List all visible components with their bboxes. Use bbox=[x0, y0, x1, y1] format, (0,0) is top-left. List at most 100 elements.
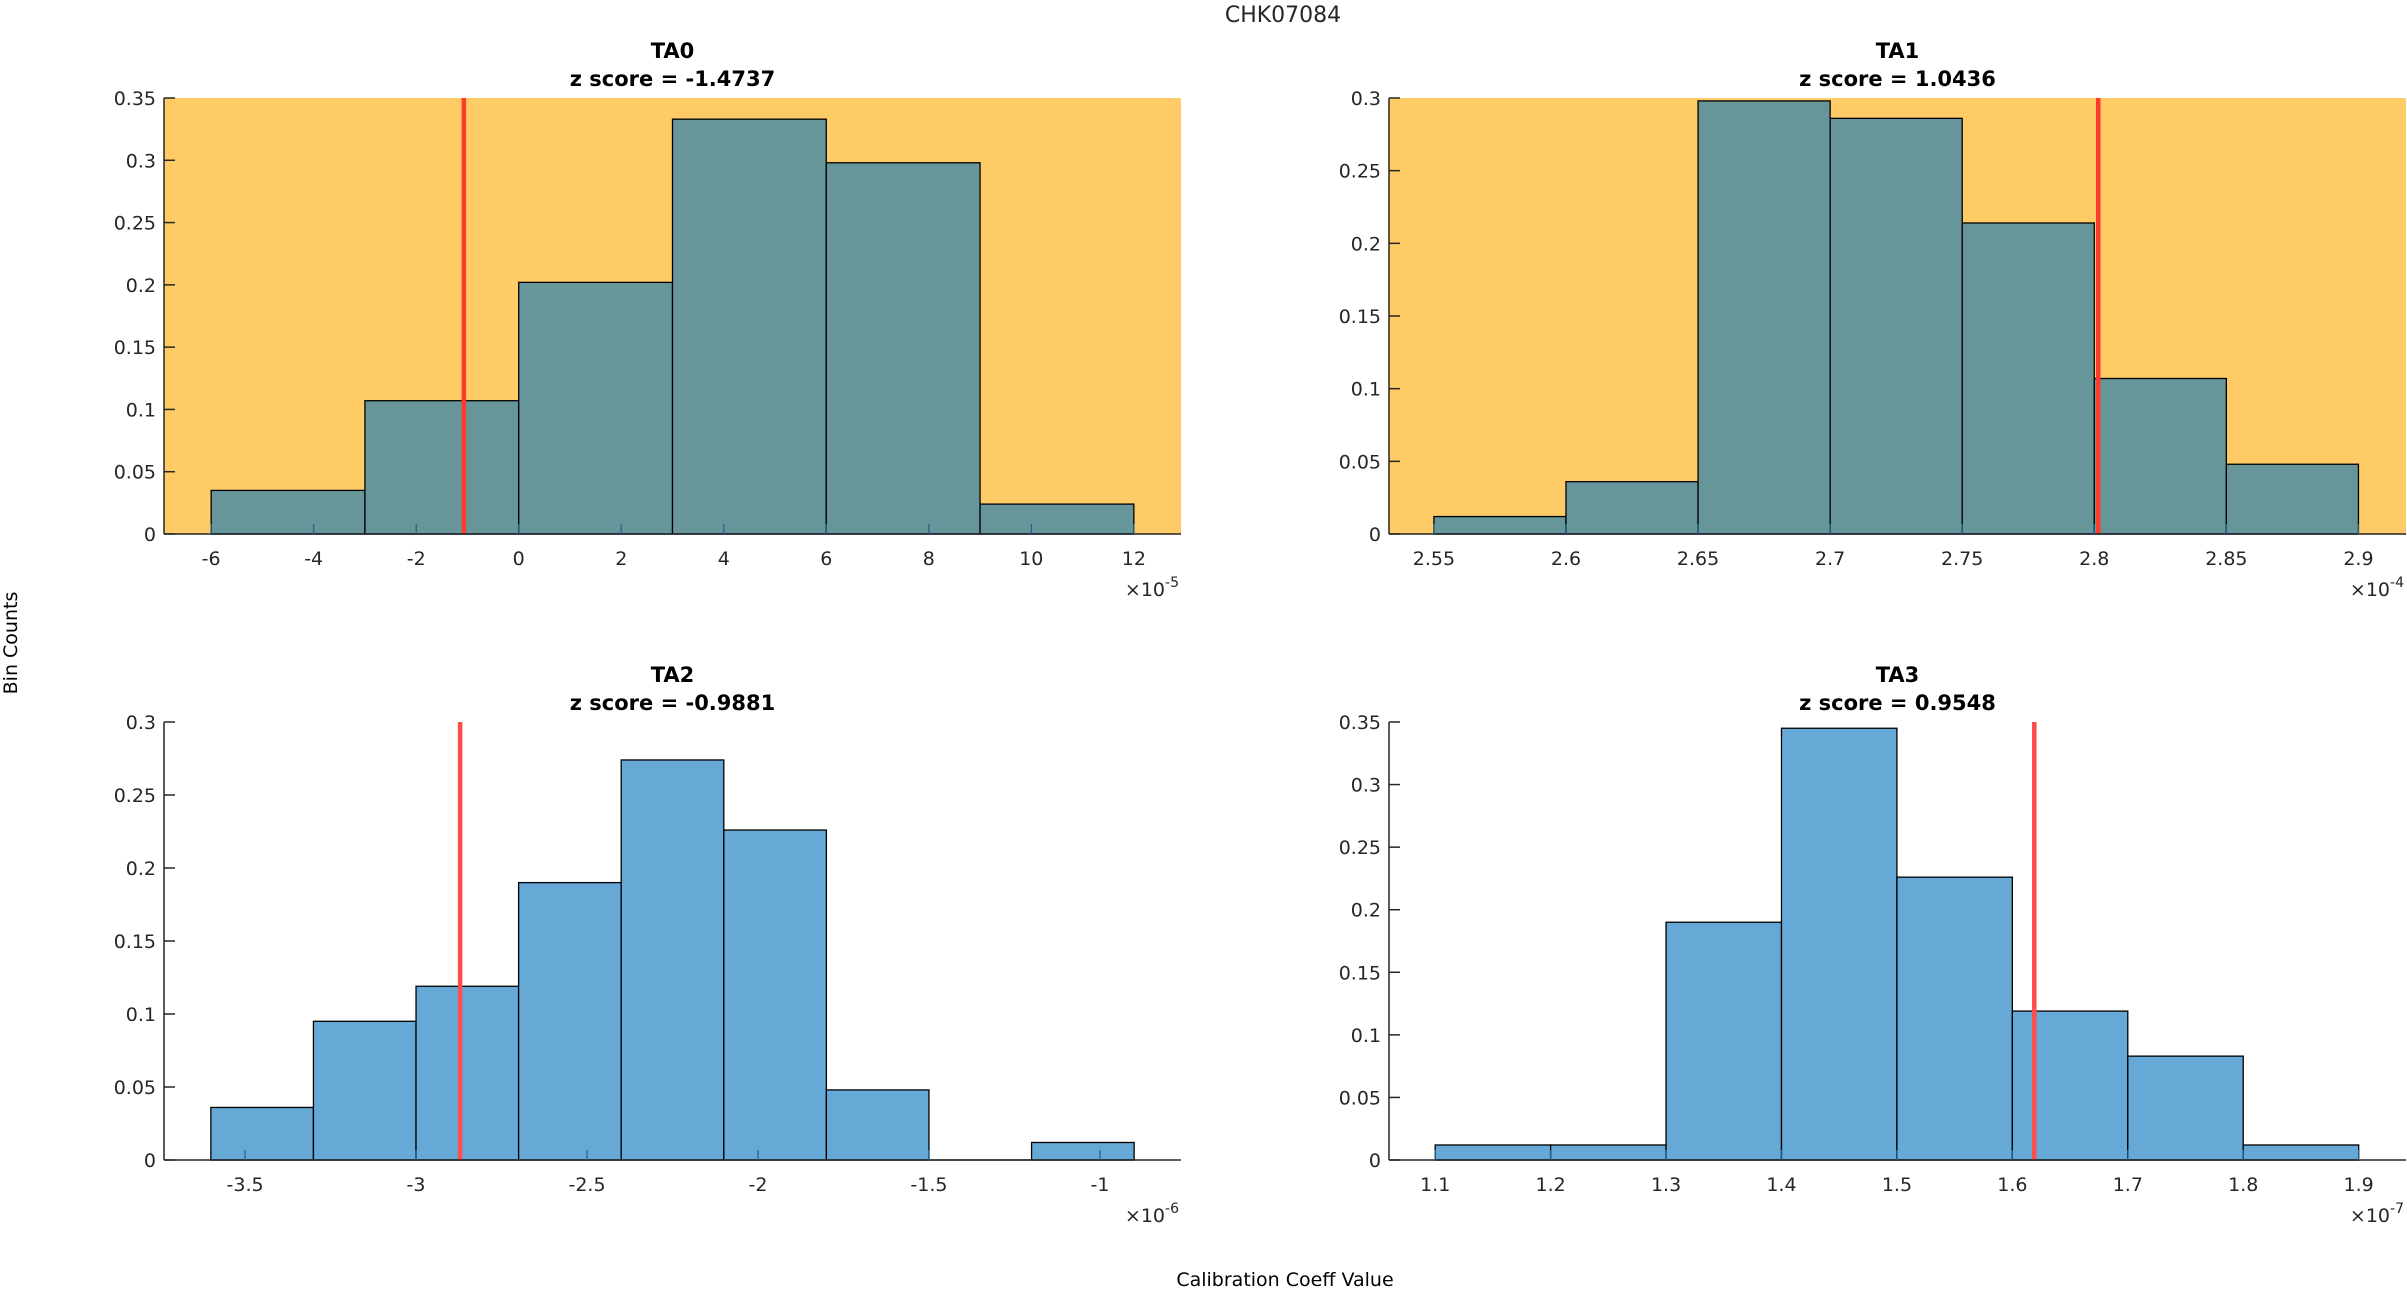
x-tick-label: 0 bbox=[513, 548, 525, 570]
x-tick-label: 1.7 bbox=[2113, 1174, 2143, 1196]
subplot-zscore: z score = 1.0436 bbox=[1799, 67, 1996, 91]
subplot-ta1: 0 0.05 0.1 0.15 0.2 0.25 0.3 2.55 2.6 2.65 2.7 2.75… bbox=[1339, 39, 2406, 601]
subplot-zscore: z score = -1.4737 bbox=[570, 67, 775, 91]
subplot-zscore: z score = 0.9548 bbox=[1799, 691, 1996, 715]
x-tick-label: -2 bbox=[749, 1174, 768, 1196]
histogram-bar bbox=[2242, 1144, 2360, 1161]
histogram-bar bbox=[1433, 515, 1567, 535]
x-tick-label: 2.9 bbox=[2343, 548, 2373, 570]
histogram-bar bbox=[2093, 377, 2228, 535]
x-tick-label: 2.6 bbox=[1551, 548, 1581, 570]
subplot-ta3: 0 0.05 0.1 0.15 0.2 0.25 0.3 0.35 1.1 1.2 1.3 1.4 1.… bbox=[1339, 663, 2406, 1227]
y-tick-label: 0.15 bbox=[114, 337, 156, 359]
x-tick-label: 1.9 bbox=[2344, 1174, 2374, 1196]
histogram-bar bbox=[210, 489, 366, 535]
x-tick-label: -1.5 bbox=[910, 1174, 947, 1196]
histogram-bar bbox=[1549, 1144, 1667, 1161]
histogram-bar bbox=[1030, 1141, 1135, 1161]
y-tick-label: 0.05 bbox=[1339, 451, 1381, 473]
y-axis-label: Bin Counts bbox=[0, 592, 22, 695]
histogram-bar bbox=[517, 881, 622, 1161]
x-axis-label: Calibration Coeff Value bbox=[1176, 1269, 1393, 1290]
x-tick-label: 8 bbox=[923, 548, 935, 570]
histogram-bar bbox=[2127, 1055, 2244, 1161]
y-tick-label: 0 bbox=[144, 524, 156, 546]
x-tick-label: 2.65 bbox=[1677, 548, 1719, 570]
histogram-bar bbox=[979, 503, 1135, 535]
histogram-bar bbox=[1829, 117, 1963, 535]
y-tick-label: 0.05 bbox=[1339, 1087, 1381, 1109]
x-tick-label: 1.2 bbox=[1536, 1174, 1566, 1196]
subplot-title: TA1 bbox=[1876, 39, 1920, 63]
x-tick-label: 12 bbox=[1122, 548, 1146, 570]
x-tick-label: 1.1 bbox=[1420, 1174, 1450, 1196]
x-tick-label: 6 bbox=[820, 548, 832, 570]
y-tick-label: 0.1 bbox=[1351, 379, 1381, 401]
histogram-bar bbox=[1665, 921, 1783, 1161]
histogram-bar bbox=[364, 400, 520, 535]
y-tick-label: 0.2 bbox=[1351, 900, 1381, 922]
x-exponent-label: ×10-7 bbox=[2350, 1201, 2404, 1227]
x-tick-label: -3.5 bbox=[227, 1174, 264, 1196]
x-tick-label: 10 bbox=[1019, 548, 1043, 570]
histogram-bar bbox=[312, 1020, 417, 1161]
y-tick-label: 0.1 bbox=[1351, 1025, 1381, 1047]
y-tick-label: 0.3 bbox=[1351, 88, 1381, 110]
y-tick-label: 0.15 bbox=[1339, 962, 1381, 984]
y-tick-label: 0.3 bbox=[1351, 775, 1381, 797]
y-tick-label: 0.05 bbox=[114, 1077, 156, 1099]
histogram-bar bbox=[620, 759, 725, 1161]
y-tick-label: 0.25 bbox=[114, 785, 156, 807]
histogram-bar bbox=[671, 118, 827, 535]
histogram-bar bbox=[2225, 463, 2360, 535]
x-tick-label: 1.3 bbox=[1651, 1174, 1681, 1196]
x-tick-label: 1.4 bbox=[1766, 1174, 1796, 1196]
y-tick-label: 0.35 bbox=[114, 88, 156, 110]
x-tick-label: -1 bbox=[1090, 1174, 1109, 1196]
histogram-bar bbox=[415, 985, 520, 1161]
histogram-bar bbox=[1780, 727, 1898, 1161]
y-tick-label: 0.1 bbox=[126, 399, 156, 421]
histogram-bar bbox=[1434, 1144, 1552, 1161]
x-tick-label: 2.7 bbox=[1815, 548, 1845, 570]
x-tick-label: -2 bbox=[407, 548, 426, 570]
x-exponent-label: ×10-6 bbox=[1125, 1201, 1179, 1227]
x-exponent-label: ×10-4 bbox=[2350, 575, 2404, 601]
histogram-bar bbox=[825, 162, 981, 535]
subplot-title: TA2 bbox=[651, 663, 695, 687]
y-tick-label: 0.35 bbox=[1339, 712, 1381, 734]
y-tick-label: 0.2 bbox=[1351, 233, 1381, 255]
x-tick-label: 1.5 bbox=[1882, 1174, 1912, 1196]
x-tick-label: 1.8 bbox=[2228, 1174, 2258, 1196]
histogram-bar bbox=[1961, 222, 2095, 535]
y-tick-label: 0.1 bbox=[126, 1004, 156, 1026]
figure-title: CHK07084 bbox=[1225, 3, 1341, 28]
subplot-ta0: 0 0.05 0.1 0.15 0.2 0.25 0.3 0.35 -6 -4 -2 0 2 4 6 8 10 1… bbox=[114, 39, 1181, 601]
histogram-bar bbox=[2011, 1010, 2129, 1161]
histogram-bar bbox=[825, 1089, 930, 1161]
x-tick-label: 2 bbox=[615, 548, 627, 570]
x-tick-label: -2.5 bbox=[568, 1174, 605, 1196]
histogram-bar bbox=[1896, 876, 2014, 1161]
y-tick-label: 0.3 bbox=[126, 712, 156, 734]
x-tick-label: -6 bbox=[202, 548, 221, 570]
subplot-title: TA3 bbox=[1876, 663, 1920, 687]
histogram-bar bbox=[518, 281, 674, 535]
x-tick-label: 2.85 bbox=[2205, 548, 2247, 570]
subplot-zscore: z score = -0.9881 bbox=[570, 691, 775, 715]
subplot-title: TA0 bbox=[651, 39, 695, 63]
y-tick-label: 0 bbox=[144, 1150, 156, 1172]
x-tick-label: 4 bbox=[718, 548, 730, 570]
x-tick-label: 1.6 bbox=[1997, 1174, 2027, 1196]
histogram-bar bbox=[1697, 100, 1831, 535]
x-tick-label: -3 bbox=[407, 1174, 426, 1196]
x-tick-label: 2.75 bbox=[1941, 548, 1983, 570]
y-tick-label: 0.25 bbox=[1339, 837, 1381, 859]
histogram-bar bbox=[1565, 481, 1699, 535]
y-tick-label: 0.25 bbox=[1339, 161, 1381, 183]
y-tick-label: 0 bbox=[1369, 1150, 1381, 1172]
y-tick-label: 0.15 bbox=[114, 931, 156, 953]
histogram-bar bbox=[210, 1106, 315, 1161]
y-tick-label: 0.3 bbox=[126, 150, 156, 172]
